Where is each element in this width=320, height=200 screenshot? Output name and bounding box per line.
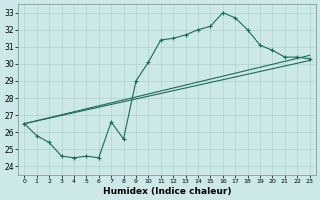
X-axis label: Humidex (Indice chaleur): Humidex (Indice chaleur) (103, 187, 231, 196)
